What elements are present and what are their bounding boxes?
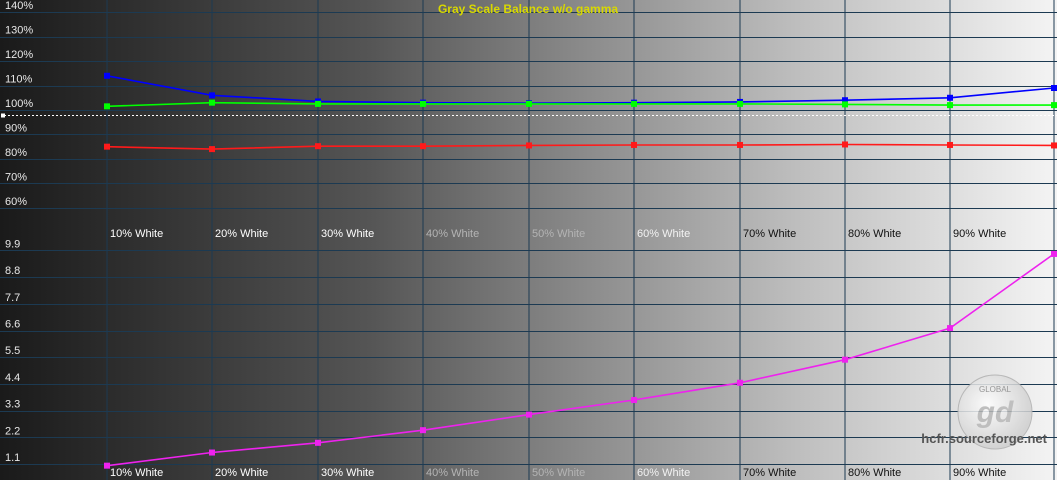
- y-axis-labels: 140% 130% 120% 110% 100% 90% 80% 70% 60% 9.9 8.8 7.…: [5, 0, 33, 464]
- x-tick-label: 30% White: [321, 228, 374, 240]
- red-series-point: [209, 146, 215, 153]
- x-tick-label: 90% White: [953, 228, 1006, 240]
- magenta-series-point: [209, 449, 215, 456]
- logo-mark: gd: [976, 396, 1014, 429]
- watermark-text: hcfr.sourceforge.net: [921, 431, 1047, 446]
- y-tick-label: 120%: [5, 49, 33, 61]
- reference-line: [1, 113, 1057, 118]
- red-series-point: [737, 141, 743, 148]
- x-tick-label: 50% White: [532, 467, 585, 479]
- green-series-point: [420, 100, 426, 107]
- x-tick-label: 80% White: [848, 467, 901, 479]
- y-tick-label: 140%: [5, 0, 33, 12]
- green-series-point: [737, 100, 743, 107]
- magenta-series-point: [1051, 250, 1057, 257]
- x-tick-label: 90% White: [953, 467, 1006, 479]
- y-tick-label: 1.1: [5, 452, 20, 464]
- x-tick-label: 50% White: [532, 228, 585, 240]
- x-tick-label: 30% White: [321, 467, 374, 479]
- green-series-point: [526, 100, 532, 107]
- red-series-point: [315, 143, 321, 150]
- red-series-point: [631, 141, 637, 148]
- y-tick-label: 70%: [5, 171, 27, 183]
- blue-series-point: [209, 92, 215, 99]
- green-series-point: [209, 99, 215, 106]
- x-tick-label: 40% White: [426, 467, 479, 479]
- watermark-logo: GLOBAL gd: [957, 374, 1033, 450]
- x-tick-label: 60% White: [637, 228, 690, 240]
- y-tick-label: 9.9: [5, 238, 20, 250]
- magenta-series-point: [737, 379, 743, 386]
- y-tick-label: 100%: [5, 98, 33, 110]
- x-tick-label: 40% White: [426, 228, 479, 240]
- y-tick-label: 80%: [5, 147, 27, 159]
- x-tick-label: 60% White: [637, 467, 690, 479]
- red-series-point: [1051, 142, 1057, 149]
- green-series-point: [104, 103, 110, 110]
- magenta-series-point: [631, 397, 637, 404]
- x-axis-labels: 10% White 20% White 30% White 40% White 50% …: [110, 228, 1006, 479]
- green-series-point: [1051, 102, 1057, 109]
- y-tick-label: 130%: [5, 25, 33, 37]
- y-tick-label: 90%: [5, 122, 27, 134]
- red-series-point: [947, 141, 953, 148]
- x-tick-label: 70% White: [743, 228, 796, 240]
- magenta-series-point: [315, 439, 321, 446]
- y-tick-label: 8.8: [5, 265, 20, 277]
- y-tick-label: 5.5: [5, 345, 20, 357]
- magenta-series-point: [104, 462, 110, 469]
- series-layer: [104, 72, 1057, 469]
- green-series-point: [631, 100, 637, 107]
- green-series-point: [842, 101, 848, 108]
- blue-series-point: [842, 97, 848, 104]
- green-series-line: [106, 101, 1054, 108]
- chart-title: Gray Scale Balance w/o gamma: [438, 2, 618, 16]
- x-tick-label: 20% White: [215, 228, 268, 240]
- magenta-series-point: [526, 411, 532, 418]
- red-series-point: [526, 142, 532, 149]
- red-series-line: [106, 143, 1055, 150]
- reference-marker: [1, 113, 5, 118]
- x-tick-label: 70% White: [743, 467, 796, 479]
- x-tick-label: 80% White: [848, 228, 901, 240]
- x-tick-label: 10% White: [110, 228, 163, 240]
- logo-text: GLOBAL: [979, 385, 1012, 394]
- green-series-point: [947, 102, 953, 109]
- blue-series-point: [104, 72, 110, 79]
- green-series-point: [315, 100, 321, 107]
- red-series-point: [420, 143, 426, 150]
- y-tick-label: 2.2: [5, 425, 20, 437]
- blue-series-point: [1051, 85, 1057, 91]
- magenta-series-point: [947, 325, 953, 332]
- y-tick-label: 60%: [5, 196, 27, 208]
- x-tick-label: 20% White: [215, 467, 268, 479]
- magenta-series-point: [842, 356, 848, 363]
- red-series-point: [842, 141, 848, 148]
- y-tick-label: 110%: [5, 74, 33, 86]
- y-tick-label: 6.6: [5, 319, 20, 331]
- magenta-series-point: [420, 427, 426, 434]
- x-tick-label: 10% White: [110, 467, 163, 479]
- blue-series-point: [947, 94, 953, 101]
- magenta-series-line: [106, 253, 1055, 467]
- y-tick-label: 4.4: [5, 372, 20, 384]
- blue-series-line: [106, 75, 1055, 105]
- y-tick-label: 7.7: [5, 292, 20, 304]
- y-tick-label: 3.3: [5, 399, 20, 411]
- red-series-point: [104, 143, 110, 150]
